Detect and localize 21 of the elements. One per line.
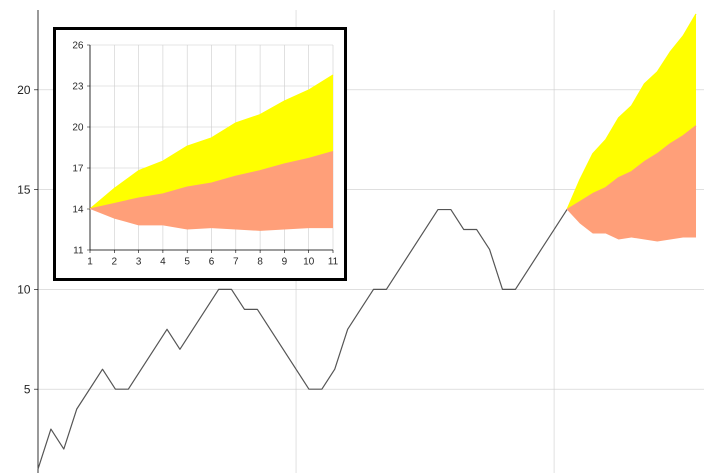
y-tick-label: 20 [72,123,84,131]
x-tick-label: 8 [258,258,262,265]
x-tick-label: 6 [209,258,214,265]
y-tick-label: 14 [73,206,84,212]
x-tick-label: 7 [234,258,238,264]
x-tick-label: 2 [112,258,117,264]
x-tick-label: 9 [282,258,287,265]
x-tick-label: 3 [136,258,141,265]
x-tick-label: 11 [328,258,338,264]
x-tick-label: 5 [184,258,190,264]
x-tick-label: 10 [304,258,314,265]
y-tick-label: 20 [18,86,30,94]
x-tick-label: 4 [160,258,166,264]
y-tick-label: 26 [72,41,84,49]
y-tick-label: 17 [73,164,83,172]
y-tick-label: 23 [72,82,84,90]
x-tick-label: 1 [88,258,92,264]
y-tick-label: 15 [18,185,30,194]
y-tick-label: 10 [18,285,30,294]
y-tick-label: 5 [24,385,30,394]
y-tick-label: 11 [74,246,84,254]
